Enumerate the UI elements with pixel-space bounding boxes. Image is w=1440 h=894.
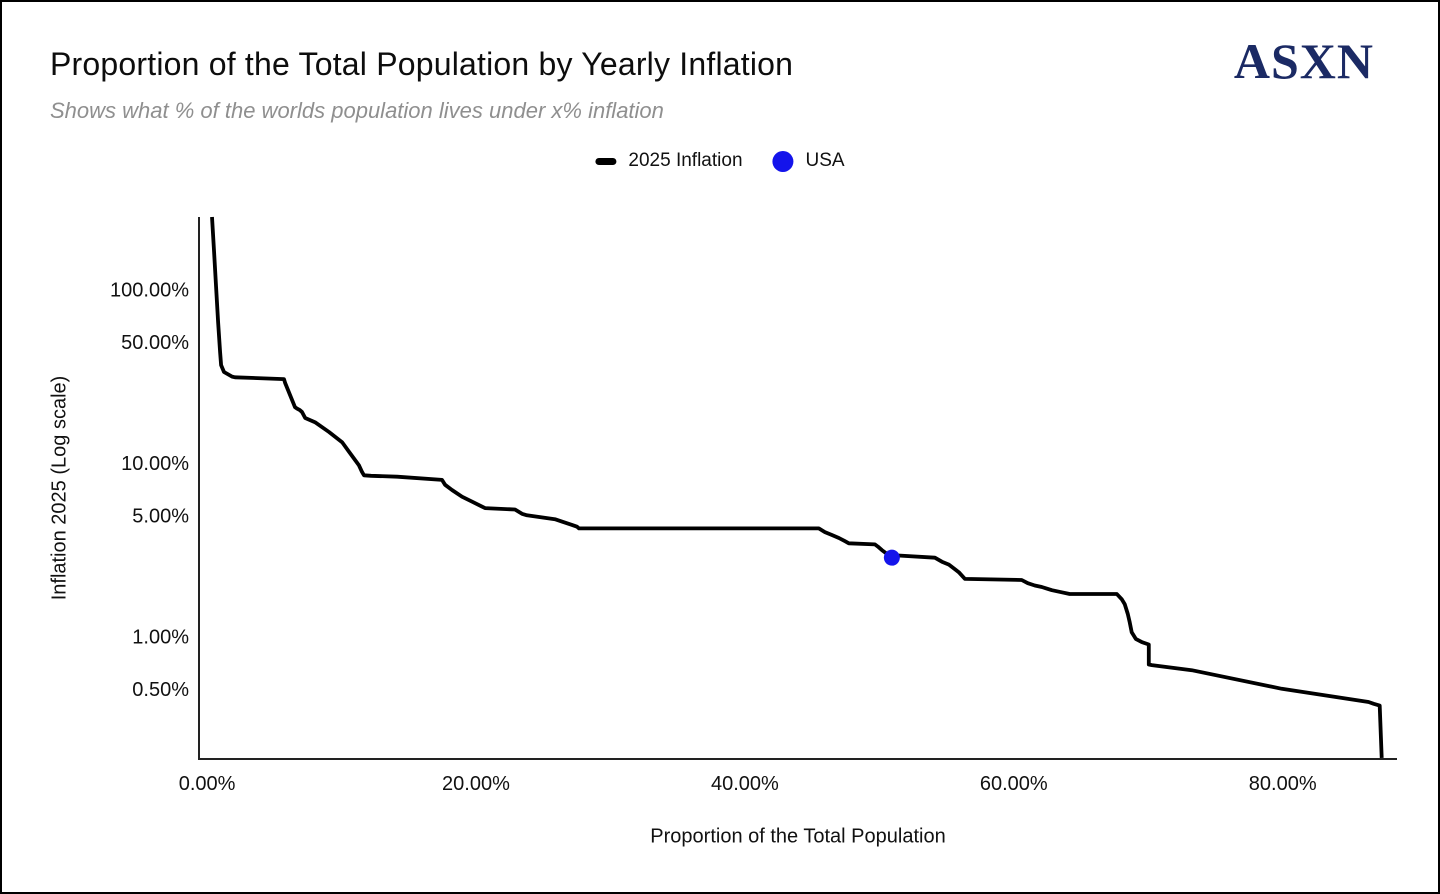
- usa-point[interactable]: [883, 549, 900, 566]
- y-tick-label: 50.00%: [121, 332, 189, 354]
- y-tick-label: 1.00%: [132, 627, 189, 649]
- legend-item-label: USA: [805, 150, 845, 171]
- x-axis-title: Proportion of the Total Population: [650, 825, 946, 848]
- x-tick-label: 80.00%: [1249, 773, 1317, 795]
- dot-icon: [772, 150, 794, 172]
- y-tick-label: 100.00%: [110, 280, 189, 302]
- y-tick-label: 0.50%: [132, 679, 189, 701]
- x-tick-label: 60.00%: [980, 773, 1048, 795]
- y-tick-label: 10.00%: [121, 453, 189, 475]
- x-tick-label: 40.00%: [711, 773, 779, 795]
- x-tick-label: 20.00%: [442, 773, 510, 795]
- page-title: Proportion of the Total Population by Ye…: [50, 46, 794, 82]
- x-tick-label: 0.00%: [179, 773, 236, 795]
- dash-icon: [595, 157, 617, 165]
- y-tick-label: 5.00%: [132, 505, 189, 527]
- legend: 2025 Inflation USA: [595, 150, 845, 172]
- legend-item-label: 2025 Inflation: [628, 150, 743, 171]
- legend-item-2025-inflation[interactable]: 2025 Inflation: [595, 150, 743, 172]
- legend-item-usa[interactable]: USA: [772, 150, 845, 172]
- inflation-curve[interactable]: [210, 216, 1384, 758]
- brand-logo: ASXN: [1233, 33, 1374, 89]
- page-subtitle: Shows what % of the worlds population li…: [50, 98, 664, 123]
